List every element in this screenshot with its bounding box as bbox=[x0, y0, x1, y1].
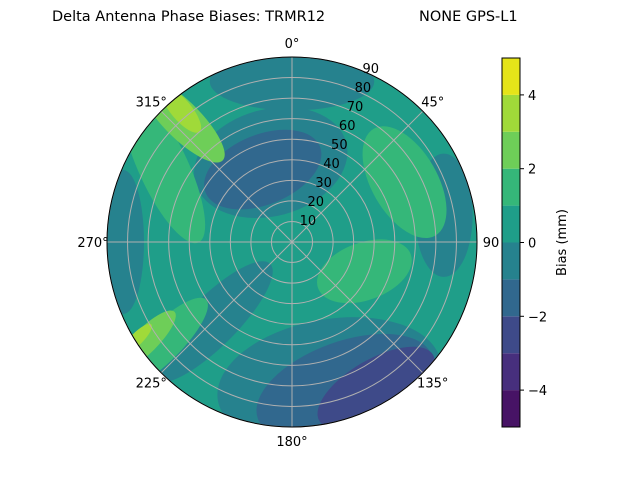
colorbar-segment bbox=[502, 168, 520, 206]
angular-tick-label: 0° bbox=[285, 37, 300, 52]
angular-tick-label: 45° bbox=[421, 95, 444, 110]
radial-tick-label: 40 bbox=[323, 157, 340, 172]
polar-grid bbox=[106, 56, 478, 428]
colorbar-segment bbox=[502, 279, 520, 317]
colorbar-tick-label: −2 bbox=[528, 310, 547, 325]
angular-gridline bbox=[160, 110, 424, 374]
colorbar-segment bbox=[502, 205, 520, 243]
radial-tick-label: 50 bbox=[331, 138, 348, 153]
angular-tick-label: 135° bbox=[417, 377, 448, 392]
colorbar-segment bbox=[502, 316, 520, 354]
contour-region bbox=[317, 239, 412, 304]
contour-fills bbox=[107, 57, 477, 427]
angular-tick-label: 315° bbox=[136, 95, 167, 110]
chart-title: Delta Antenna Phase Biases: TRMR12 bbox=[52, 9, 326, 25]
angular-tick-label: 225° bbox=[136, 377, 167, 392]
radial-tick-label: 80 bbox=[355, 81, 372, 96]
colorbar-tick-label: 4 bbox=[528, 89, 536, 104]
radial-tick-label: 20 bbox=[307, 195, 324, 210]
colorbar-tick-label: 0 bbox=[528, 237, 536, 252]
radial-tick-label: 90 bbox=[363, 62, 380, 77]
angular-tick-label: 180° bbox=[276, 435, 307, 450]
radial-tick-label: 30 bbox=[315, 176, 332, 191]
colorbar-tick-label: −4 bbox=[528, 384, 547, 399]
colorbar-segment bbox=[502, 131, 520, 169]
colorbar-segment bbox=[502, 242, 520, 280]
polar-frame bbox=[106, 56, 478, 428]
angular-tick-label: 270° bbox=[77, 236, 108, 251]
colorbar-segment bbox=[502, 390, 520, 427]
contour-region bbox=[317, 346, 436, 427]
colorbar-segment bbox=[502, 58, 520, 95]
colorbar-segment bbox=[502, 353, 520, 391]
radial-tick-label: 70 bbox=[347, 100, 364, 115]
contour-region bbox=[362, 126, 447, 239]
colorbar-segment bbox=[502, 94, 520, 132]
radial-tick-label: 60 bbox=[339, 119, 356, 134]
angular-tick-labels: 0° 45° 90 135° 180° 225° 270° 315° bbox=[77, 37, 499, 450]
radial-tick-labels: 10 20 30 40 50 60 70 80 90 bbox=[300, 62, 379, 229]
colorbar-label: Bias (mm) bbox=[555, 209, 570, 276]
colorbar-tick-label: 2 bbox=[528, 163, 536, 178]
chart-subtitle: NONE GPS-L1 bbox=[419, 9, 518, 25]
angular-tick-label: 90 bbox=[483, 236, 500, 251]
radial-tick-label: 10 bbox=[300, 214, 317, 229]
colorbar: −4 −2 0 2 4 Bias (mm) bbox=[501, 57, 570, 428]
